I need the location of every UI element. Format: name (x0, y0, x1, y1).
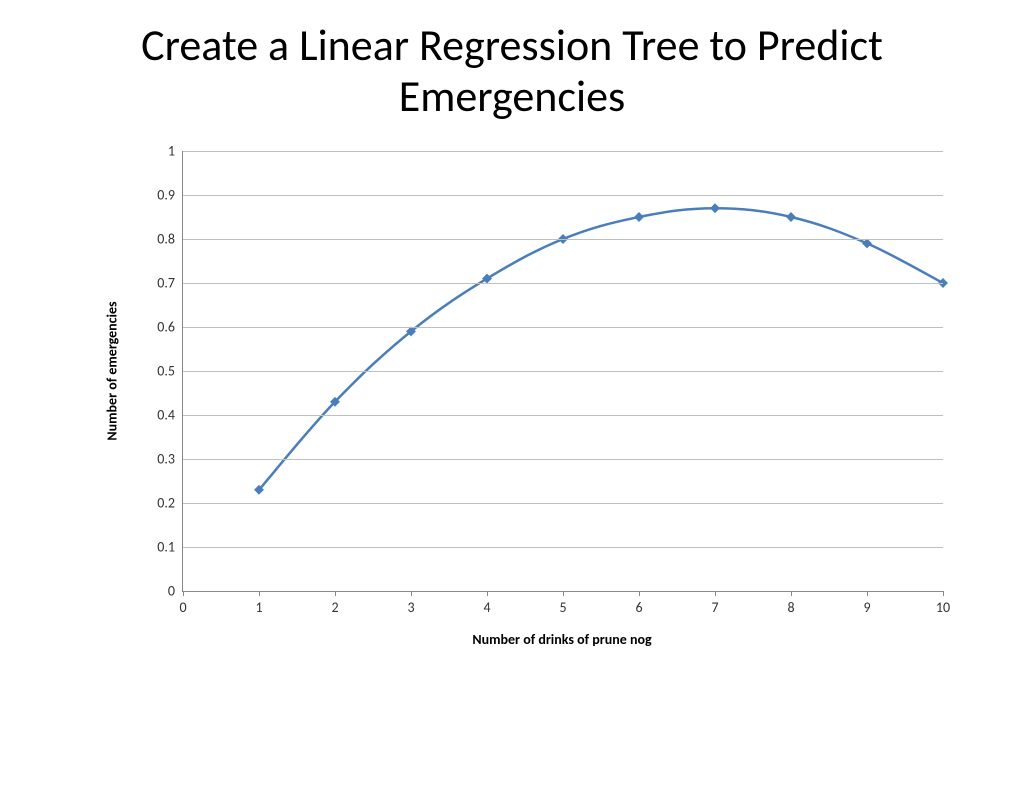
gridline (183, 547, 943, 548)
x-tick-mark (867, 591, 868, 596)
chart: 00.10.20.30.40.50.60.70.80.9101234567891… (62, 131, 962, 691)
gridline (183, 151, 943, 152)
data-marker (710, 203, 720, 213)
x-tick-label: 7 (711, 599, 718, 616)
data-marker (634, 212, 644, 222)
x-tick-label: 5 (559, 599, 566, 616)
gridline (183, 415, 943, 416)
y-tick-label: 0.8 (157, 231, 175, 248)
y-tick-label: 1 (168, 143, 175, 160)
gridline (183, 195, 943, 196)
x-tick-label: 3 (407, 599, 414, 616)
x-tick-mark (183, 591, 184, 596)
x-tick-label: 4 (483, 599, 490, 616)
gridline (183, 503, 943, 504)
y-axis-title: Number of emergencies (104, 302, 121, 441)
x-tick-mark (943, 591, 944, 596)
x-tick-label: 6 (635, 599, 642, 616)
series-line (259, 208, 943, 490)
x-tick-mark (791, 591, 792, 596)
gridline (183, 327, 943, 328)
y-tick-label: 0.4 (157, 407, 175, 424)
y-tick-label: 0.7 (157, 275, 175, 292)
x-tick-mark (639, 591, 640, 596)
gridline (183, 459, 943, 460)
gridline (183, 371, 943, 372)
x-tick-mark (411, 591, 412, 596)
y-tick-label: 0.6 (157, 319, 175, 336)
data-marker (786, 212, 796, 222)
gridline (183, 239, 943, 240)
x-tick-label: 0 (179, 599, 186, 616)
x-tick-label: 1 (255, 599, 262, 616)
slide-title: Create a Linear Regression Tree to Predi… (40, 20, 984, 121)
y-tick-label: 0.1 (157, 539, 175, 556)
x-tick-label: 9 (863, 599, 870, 616)
x-tick-mark (335, 591, 336, 596)
x-tick-mark (487, 591, 488, 596)
y-tick-label: 0.9 (157, 187, 175, 204)
y-tick-label: 0 (168, 583, 175, 600)
x-tick-mark (259, 591, 260, 596)
y-tick-label: 0.2 (157, 495, 175, 512)
x-tick-label: 8 (787, 599, 794, 616)
plot-area: 00.10.20.30.40.50.60.70.80.9101234567891… (182, 151, 943, 592)
y-tick-label: 0.5 (157, 363, 175, 380)
x-tick-mark (715, 591, 716, 596)
x-tick-mark (563, 591, 564, 596)
x-axis-title: Number of drinks of prune nog (472, 631, 651, 648)
y-tick-label: 0.3 (157, 451, 175, 468)
x-tick-label: 10 (936, 599, 950, 616)
gridline (183, 283, 943, 284)
x-tick-label: 2 (331, 599, 338, 616)
